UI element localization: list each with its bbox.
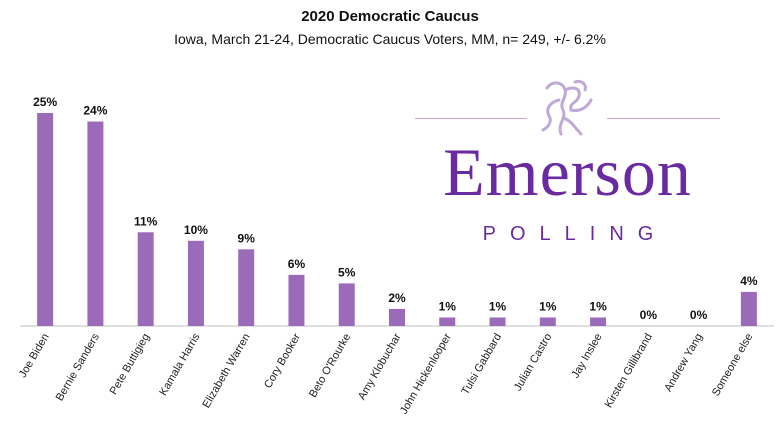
bar (137, 232, 154, 326)
bar (288, 274, 305, 326)
lion-crest-icon (541, 80, 593, 136)
logo-brand-text: Emerson (443, 134, 692, 210)
data-label: 24% (83, 104, 107, 118)
bar (338, 283, 355, 326)
x-tick-label: Elizabeth Warren (200, 332, 252, 411)
data-label: 5% (338, 265, 356, 279)
bar (590, 317, 607, 326)
x-tick-label: John Hickenlooper (398, 331, 454, 416)
data-label: 4% (740, 274, 758, 288)
data-label: 1% (539, 299, 557, 313)
data-label: 1% (489, 299, 507, 313)
bar (187, 240, 204, 326)
data-label: 10% (184, 223, 208, 237)
x-tick-label: Jay Inslee (570, 332, 605, 381)
chart-subtitle: Iowa, March 21-24, Democratic Caucus Vot… (174, 31, 606, 47)
x-tick-label: Julian Castro (512, 332, 554, 394)
x-tick-label: Kirsten Gillibrand (603, 332, 655, 411)
bar (539, 317, 556, 326)
x-tick-label: Andrew Yang (662, 332, 705, 394)
data-label: 0% (690, 308, 708, 322)
bar (389, 308, 405, 326)
bar (238, 249, 255, 326)
x-tick-label: Cory Booker (262, 331, 303, 390)
x-tick-label: Amy Klobuchar (356, 331, 404, 402)
emerson-polling-logo: Emerson POLLING (415, 78, 720, 248)
data-label: 6% (288, 257, 306, 271)
data-label: 9% (238, 231, 256, 245)
x-tick-label: Joe Biden (17, 332, 52, 380)
data-label: 0% (640, 308, 658, 322)
x-tick-label: Someone else (710, 332, 756, 399)
data-label: 1% (439, 299, 457, 313)
logo-sub-text: POLLING (482, 223, 668, 245)
x-tick-label: Pete Buttigieg (108, 332, 153, 397)
data-label: 11% (134, 214, 158, 228)
data-label: 25% (33, 95, 57, 109)
bar (489, 317, 506, 326)
bar (37, 113, 54, 326)
x-tick-label: Kamala Harris (157, 331, 202, 398)
bar (439, 317, 456, 326)
data-label: 1% (589, 299, 607, 313)
x-tick-label: Beto O'Rourke (307, 332, 353, 400)
bar (740, 291, 757, 326)
x-tick-label: Tulsi Gabbard (459, 332, 504, 397)
x-tick-label: Bernie Sanders (54, 331, 103, 403)
data-label: 2% (388, 291, 406, 305)
chart-title: 2020 Democratic Caucus (301, 8, 479, 25)
bar (87, 121, 104, 327)
